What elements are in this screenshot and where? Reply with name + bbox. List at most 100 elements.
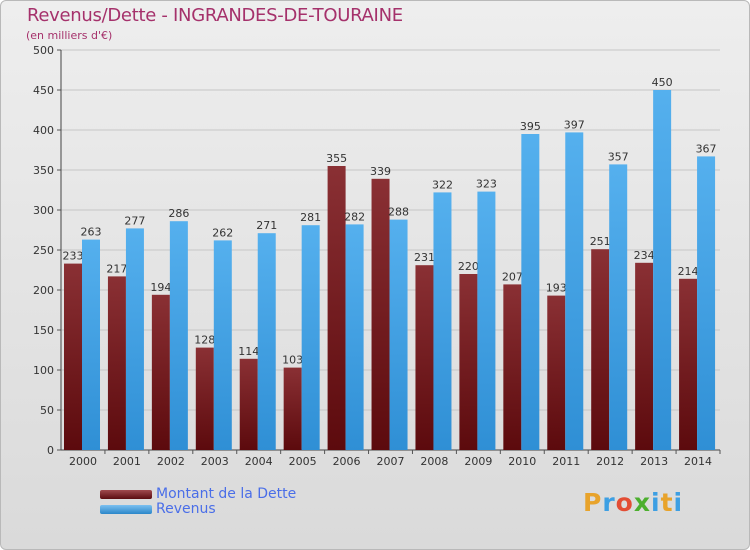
- bar-dette: [679, 278, 698, 450]
- bar-dette: [503, 284, 522, 450]
- bar-revenus: [389, 219, 408, 450]
- x-tick-label: 2014: [684, 455, 712, 468]
- y-tick-label: 300: [33, 204, 54, 217]
- data-label-revenus: 286: [168, 207, 189, 220]
- x-tick-label: 2012: [596, 455, 624, 468]
- bar-revenus: [301, 225, 320, 450]
- y-tick-label: 150: [33, 324, 54, 337]
- y-tick-label: 450: [33, 84, 54, 97]
- bar-revenus: [697, 156, 716, 450]
- y-tick-label: 500: [33, 44, 54, 57]
- logo-letter: t: [660, 488, 674, 517]
- data-label-revenus: 262: [212, 226, 233, 239]
- x-tick-label: 2000: [69, 455, 97, 468]
- bar-revenus: [477, 191, 496, 450]
- x-tick-label: 2006: [333, 455, 361, 468]
- y-tick-label: 400: [33, 124, 54, 137]
- bar-dette: [459, 274, 478, 450]
- logo-letter: o: [615, 488, 634, 517]
- legend-item-dette: Montant de la Dette: [100, 486, 296, 502]
- bar-dette: [591, 249, 610, 450]
- chart-title: Revenus/Dette - INGRANDES-DE-TOURAINE: [27, 5, 403, 26]
- bar-dette: [151, 294, 170, 450]
- data-label-revenus: 282: [344, 210, 365, 223]
- data-label-revenus: 281: [300, 211, 321, 224]
- data-label-dette: 217: [106, 262, 127, 275]
- data-label-revenus: 322: [432, 178, 453, 191]
- x-tick-label: 2003: [201, 455, 229, 468]
- data-label-dette: 103: [282, 354, 303, 367]
- data-label-dette: 233: [63, 250, 84, 263]
- y-tick-label: 50: [40, 404, 54, 417]
- data-label-dette: 251: [590, 235, 611, 248]
- bar-revenus: [521, 134, 540, 450]
- bar-dette: [239, 358, 258, 450]
- x-tick-label: 2011: [552, 455, 580, 468]
- data-label-dette: 194: [150, 281, 171, 294]
- x-tick-label: 2008: [420, 455, 448, 468]
- bar-revenus: [213, 240, 232, 450]
- x-tick-label: 2004: [245, 455, 273, 468]
- data-label-revenus: 395: [520, 120, 541, 133]
- bar-dette: [195, 347, 214, 450]
- bar-dette: [64, 263, 82, 450]
- y-tick-label: 0: [47, 444, 54, 457]
- y-tick-label: 200: [33, 284, 54, 297]
- x-tick-label: 2005: [289, 455, 317, 468]
- data-label-dette: 220: [458, 260, 479, 273]
- data-label-dette: 207: [502, 270, 523, 283]
- chart-subtitle: (en milliers d'€): [26, 29, 113, 42]
- data-label-revenus: 271: [256, 219, 277, 232]
- legend-item-revenus: Revenus: [100, 501, 216, 517]
- bar-dette: [283, 367, 302, 450]
- bar-revenus: [609, 164, 628, 450]
- data-label-dette: 128: [194, 334, 215, 347]
- y-tick-label: 350: [33, 164, 54, 177]
- bar-dette: [371, 178, 390, 451]
- bar-revenus: [653, 90, 672, 450]
- data-label-revenus: 367: [696, 142, 717, 155]
- legend-label-dette: Montant de la Dette: [156, 486, 297, 502]
- data-label-revenus: 323: [476, 178, 497, 191]
- logo-letter: r: [602, 488, 616, 517]
- bar-dette: [327, 166, 346, 450]
- x-tick-label: 2010: [508, 455, 536, 468]
- bar-revenus: [345, 224, 364, 450]
- data-label-revenus: 263: [81, 226, 102, 239]
- logo-letter: i: [651, 488, 661, 517]
- data-label-dette: 231: [414, 251, 435, 264]
- bar-revenus: [82, 239, 100, 450]
- logo-letter: x: [633, 488, 651, 517]
- proxiti-logo: Proxiti: [583, 488, 683, 517]
- bar-dette: [415, 265, 434, 450]
- bar-revenus: [565, 132, 584, 450]
- x-tick-label: 2002: [157, 455, 185, 468]
- logo-letter: i: [673, 488, 684, 517]
- data-label-dette: 214: [678, 265, 699, 278]
- bar-dette: [635, 262, 654, 450]
- data-label-revenus: 277: [124, 214, 145, 227]
- bar-dette: [107, 276, 126, 450]
- y-tick-label: 100: [33, 364, 54, 377]
- bar-dette: [547, 295, 566, 450]
- logo-letter: P: [583, 488, 603, 517]
- data-label-dette: 193: [546, 282, 567, 295]
- legend-swatch-dette: [100, 489, 152, 499]
- x-tick-label: 2001: [113, 455, 141, 468]
- x-tick-label: 2007: [377, 455, 405, 468]
- bar-revenus: [169, 221, 188, 450]
- bar-revenus: [433, 192, 452, 450]
- y-tick-label: 250: [33, 244, 54, 257]
- legend-label-revenus: Revenus: [156, 501, 216, 517]
- legend-swatch-revenus: [100, 504, 152, 514]
- data-label-revenus: 357: [608, 150, 629, 163]
- bar-revenus: [257, 233, 276, 450]
- x-tick-label: 2013: [640, 455, 668, 468]
- data-label-dette: 114: [238, 345, 259, 358]
- x-tick-label: 2009: [464, 455, 492, 468]
- data-label-revenus: 288: [388, 206, 409, 219]
- data-label-dette: 355: [326, 152, 347, 165]
- data-label-revenus: 450: [652, 76, 673, 89]
- data-label-revenus: 397: [564, 118, 585, 131]
